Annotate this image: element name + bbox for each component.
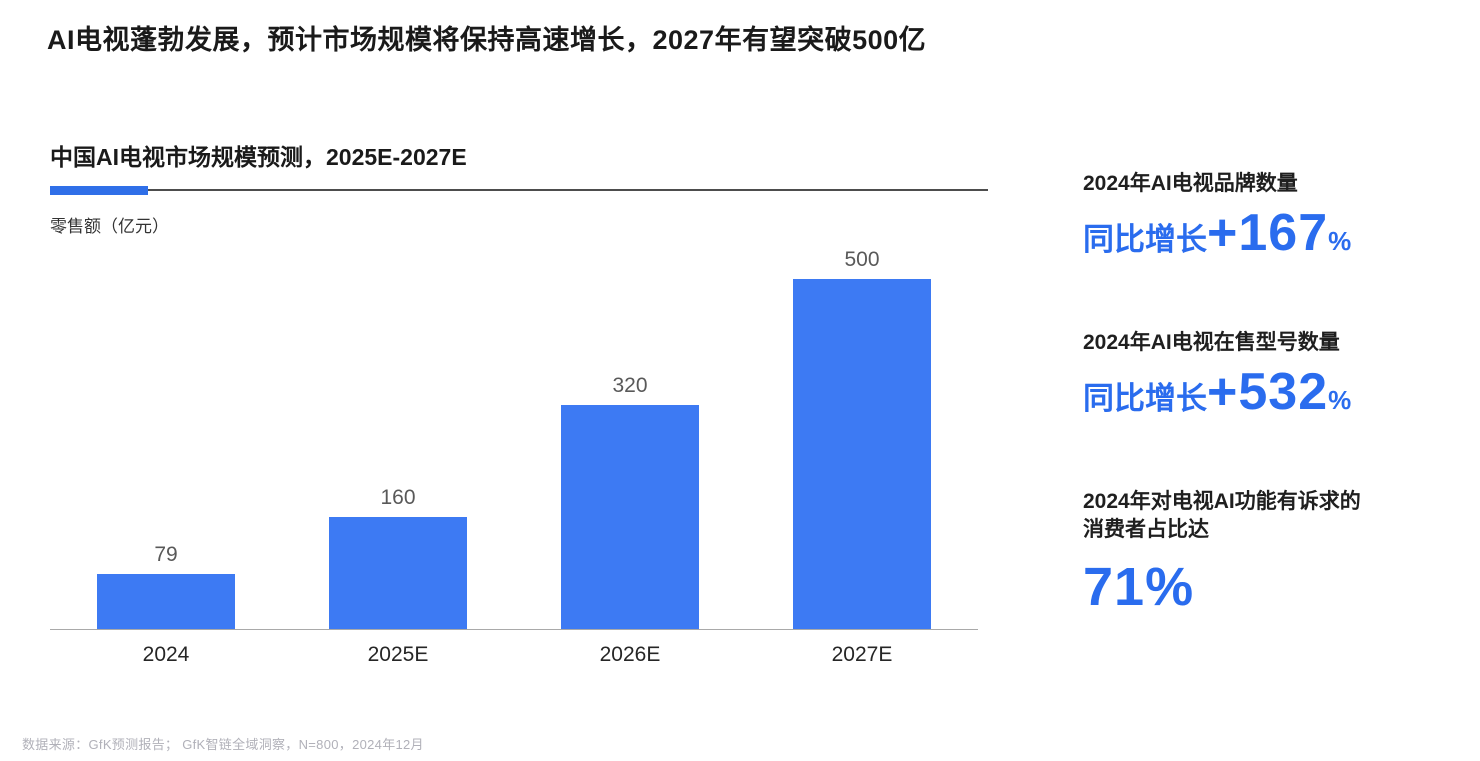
x-tick-label: 2025E xyxy=(367,643,429,666)
bar xyxy=(97,574,235,629)
stat-unit: % xyxy=(1328,226,1352,257)
stat-prefix: 同比增长 xyxy=(1083,381,1207,417)
stat-label-line1: 2024年对电视AI功能有诉求的 xyxy=(1083,489,1361,513)
stat-number: 71% xyxy=(1083,556,1195,617)
bar-group-2025e: 160 xyxy=(282,486,514,629)
stat-value: 同比增长+532% xyxy=(1083,365,1443,420)
stat-label: 2024年AI电视品牌数量 xyxy=(1083,172,1298,195)
x-axis: 2024 2025E 2026E 2027E xyxy=(50,643,978,667)
divider-accent-bar xyxy=(50,186,148,195)
x-tick-label: 2027E xyxy=(831,643,893,666)
stat-number: +532 xyxy=(1207,363,1329,422)
title-divider xyxy=(50,186,988,195)
y-axis-unit-label: 零售额（亿元） xyxy=(50,217,169,236)
stat-label-line2: 消费者占比达 xyxy=(1083,518,1209,542)
bar-group-2026e: 320 xyxy=(514,374,746,629)
bar xyxy=(561,405,699,629)
stat-brand-count: 2024年AI电视品牌数量 同比增长+167% xyxy=(1083,170,1443,261)
stats-panel: 2024年AI电视品牌数量 同比增长+167% 2024年AI电视在售型号数量 … xyxy=(1083,170,1443,683)
bar-value-label: 160 xyxy=(380,486,416,509)
divider-line xyxy=(50,189,988,191)
bar-value-label: 500 xyxy=(844,248,880,271)
data-source-note: 数据来源：GfK预测报告； GfK智链全域洞察，N=800，2024年12月 xyxy=(22,737,424,752)
bar xyxy=(793,279,931,629)
stat-prefix: 同比增长 xyxy=(1083,222,1207,258)
stat-consumer-demand: 2024年对电视AI功能有诉求的 消费者占比达 71% xyxy=(1083,488,1443,615)
bar-group-2027e: 500 xyxy=(746,248,978,629)
bar xyxy=(329,517,467,629)
stat-value: 同比增长+167% xyxy=(1083,206,1443,261)
stat-unit: % xyxy=(1328,385,1352,416)
stat-model-count: 2024年AI电视在售型号数量 同比增长+532% xyxy=(1083,329,1443,420)
chart-title: 中国AI电视市场规模预测，2025E-2027E xyxy=(50,144,467,170)
bar-group-2024: 79 xyxy=(50,543,282,629)
x-tick-label: 2024 xyxy=(142,643,190,666)
stat-value: 71% xyxy=(1083,556,1443,617)
x-tick-label: 2026E xyxy=(599,643,661,666)
bar-value-label: 320 xyxy=(612,374,648,397)
stat-label: 2024年AI电视在售型号数量 xyxy=(1083,330,1340,354)
bar-value-label: 79 xyxy=(154,543,178,566)
stat-number: +167 xyxy=(1207,204,1329,263)
chart-section: 中国AI电视市场规模预测，2025E-2027E 零售额（亿元） 79 160 … xyxy=(50,138,988,667)
page-title: AI电视蓬勃发展，预计市场规模将保持高速增长，2027年有望突破500亿 xyxy=(47,25,927,55)
bar-chart-plot: 79 160 320 500 xyxy=(50,243,978,630)
stat-label: 2024年对电视AI功能有诉求的 消费者占比达 xyxy=(1083,488,1443,545)
